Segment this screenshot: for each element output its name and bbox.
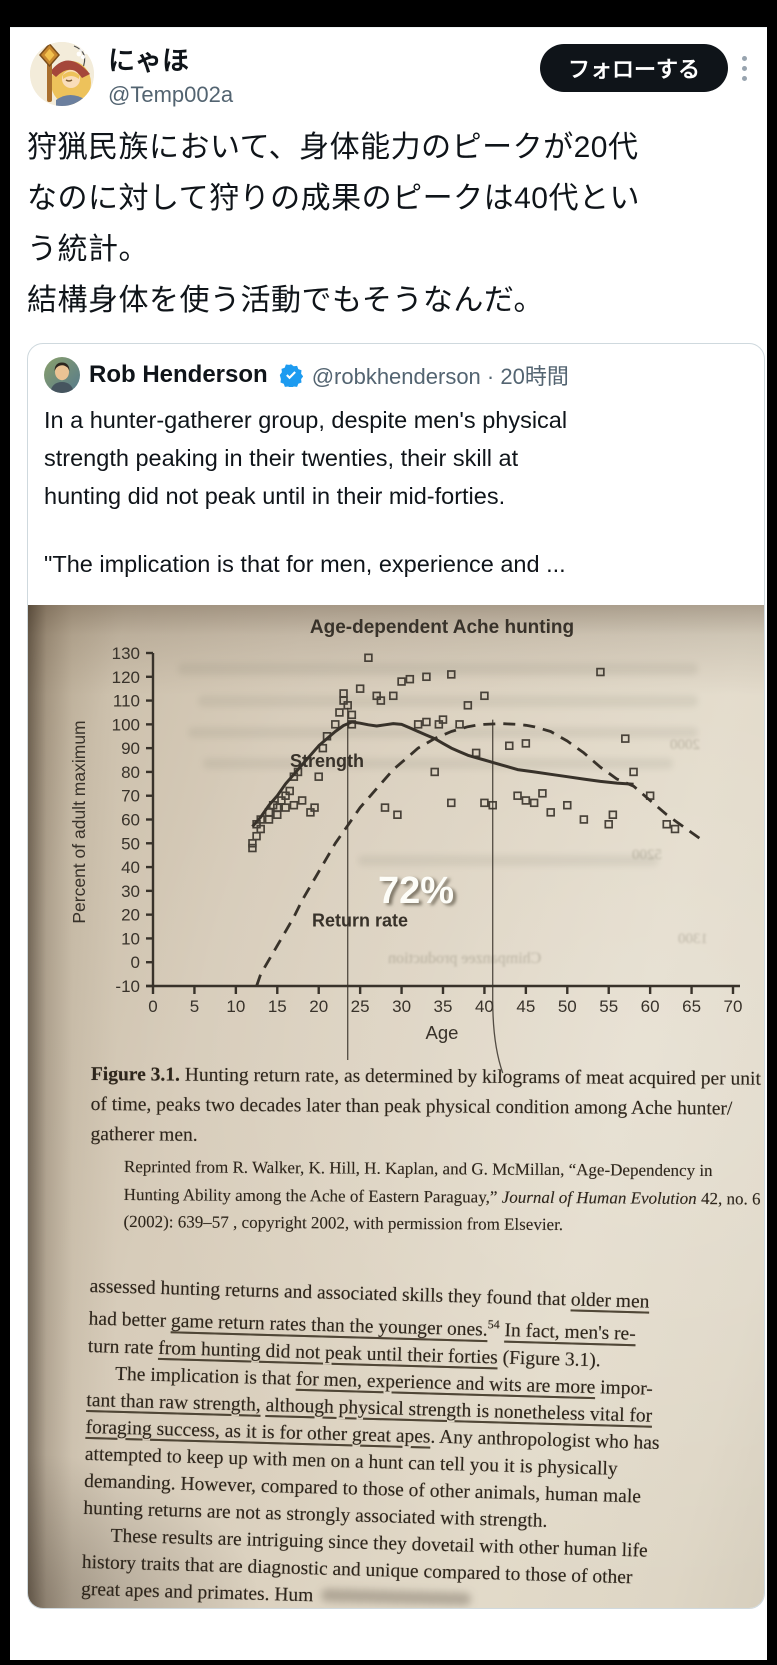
more-menu-icon[interactable] [728,42,753,81]
text-line: hunting did not peak until in their mid-… [44,483,506,509]
text-line: 狩猟民族において、身体能力のピークが20代 [27,131,639,164]
quote-truncated-line: "The implication is that for men, experi… [44,551,566,577]
follow-button[interactable]: フォローする [539,44,728,92]
figure-credit: Reprinted from R. Walker, K. Hill, H. Ka… [123,1153,761,1240]
tweet-card: にゃほ @Temp002a フォローする 狩猟民族において、身体能力のピークが2… [10,27,767,1660]
chart-title: Age-dependent Ache hunting [310,617,574,638]
top-divider [10,27,767,28]
watermark-72-percent: 72% [378,870,454,912]
svg-text:40: 40 [121,858,140,877]
blurred-text-smudge [321,1588,472,1606]
svg-text:35: 35 [434,997,453,1016]
svg-text:50: 50 [558,997,577,1016]
svg-text:-10: -10 [115,977,140,996]
scatter-points [248,653,680,853]
svg-text:60: 60 [641,997,660,1016]
y-axis-label: Percent of adult maximum [69,720,89,923]
vline-return-peak [492,719,504,1074]
svg-text:20: 20 [309,997,328,1016]
avatar[interactable] [30,42,94,106]
svg-text:120: 120 [112,668,140,687]
quoted-tweet-card[interactable]: Rob Henderson @robkhenderson · 20時間 In a… [27,343,765,1609]
figure-caption: Figure 3.1. Hunting return rate, as dete… [90,1060,762,1155]
tweet-text: 狩猟民族において、身体能力のピークが20代 なのに対して狩りの成果のピークは40代… [10,110,767,326]
svg-text:45: 45 [516,997,535,1016]
text-line: う統計。 [27,233,149,266]
book-text-line: (2002): 639–57 , copyright 2002, with pe… [123,1211,564,1235]
svg-text:15: 15 [268,997,287,1016]
quote-avatar[interactable] [44,357,80,393]
svg-text:20: 20 [121,906,140,925]
quote-text: In a hunter-gatherer group, despite men'… [28,393,764,605]
svg-text:130: 130 [112,644,140,663]
text-line: strength peaking in their twenties, thei… [44,445,519,471]
display-name[interactable]: にゃほ [108,46,189,76]
book-text-line: gatherer men. [90,1123,198,1146]
svg-text:110: 110 [113,692,140,711]
quote-author-name[interactable]: Rob Henderson [89,361,268,388]
book-text-line: of time, peaks two decades later than pe… [90,1093,733,1120]
svg-text:40: 40 [475,997,494,1016]
svg-text:0: 0 [148,997,157,1016]
rob-henderson-avatar-image [44,357,80,393]
svg-text:10: 10 [226,997,245,1016]
text-line: In a hunter-gatherer group, despite men'… [44,407,568,433]
book-text-line: Figure 3.1. Hunting return rate, as dete… [90,1063,762,1090]
series-return-rate [255,722,701,987]
anime-avatar-image [30,42,94,106]
tweet-header: にゃほ @Temp002a フォローする [10,28,767,110]
x-axis-label: Age [426,1022,459,1043]
text-line: 結構身体を使う活動でもそうなんだ。 [27,284,544,317]
text-line: なのに対して狩りの成果のピークは40代とい [27,182,640,215]
svg-text:25: 25 [351,997,370,1016]
quote-meta[interactable]: @robkhenderson · 20時間 [311,364,569,389]
author-names: にゃほ @Temp002a [108,42,540,110]
user-handle[interactable]: @Temp002a [108,82,234,107]
verified-badge-icon [279,364,303,387]
svg-text:70: 70 [121,787,140,806]
watermark-shadow: 72% [381,872,457,914]
return-rate-line-label: Return rate [312,911,408,931]
book-body-text: assessed hunting returns and associated … [80,1273,754,1608]
svg-text:50: 50 [121,834,140,853]
svg-text:60: 60 [121,811,140,830]
svg-text:10: 10 [121,929,140,948]
series-strength [251,720,634,828]
svg-text:70: 70 [724,997,743,1016]
svg-text:55: 55 [599,997,618,1016]
svg-text:100: 100 [112,715,140,734]
book-page-photo[interactable]: Chimpanzee production 5200 2000 1300 Age-de… [28,605,764,1608]
svg-text:5: 5 [190,997,199,1016]
chart-tick-labels: -10 0 10 20 30 40 50 60 70 80 90 100 110 120 130 0 5 10 15… [112,644,743,1016]
svg-text:80: 80 [121,763,140,782]
svg-text:65: 65 [682,997,701,1016]
quote-header: Rob Henderson @robkhenderson · 20時間 [28,344,764,393]
book-text-line: Hunting Ability among the Ache of Easter… [123,1184,761,1208]
strength-line-label: Strength [290,751,364,771]
svg-text:0: 0 [131,953,140,972]
svg-text:30: 30 [392,997,411,1016]
chart-axes [146,651,740,994]
hunting-chart: Age-dependent Ache hunting -10 0 10 20 30 40 50… [28,605,764,1080]
book-text-line: Reprinted from R. Walker, K. Hill, H. Ka… [123,1156,713,1181]
svg-text:90: 90 [121,739,140,758]
svg-text:30: 30 [121,882,140,901]
